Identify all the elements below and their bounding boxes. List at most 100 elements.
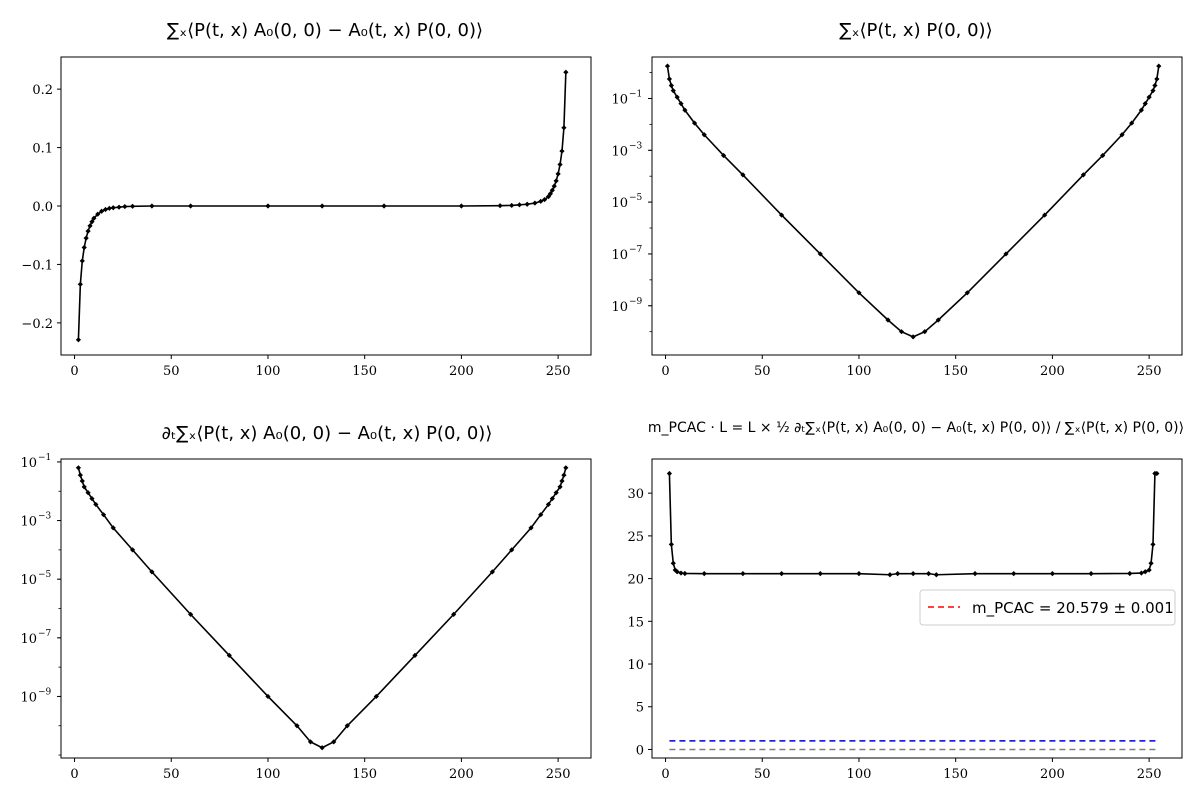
data-point (85, 228, 91, 234)
y-tick-label: 10 (611, 92, 628, 107)
data-point (545, 501, 552, 508)
data-point (885, 317, 891, 323)
data-point (817, 571, 823, 577)
data-point (538, 512, 544, 518)
data-point (412, 652, 418, 659)
y-tick-exponent: −5 (629, 193, 643, 203)
panel-bottom-right: 0 50 100 150 200 250 0 5 10 15 20 25 30 m_PCAC = 20.5… (627, 458, 1183, 782)
data-point (319, 745, 325, 751)
y-tick-exponent: −1 (38, 453, 51, 463)
data-point (668, 82, 674, 89)
data-point (1146, 94, 1152, 100)
title-text-panel-4: m_PCAC · L = L × ½ ∂ₜ∑ₓ⟨P(t, x) A₀(0, 0)… (648, 420, 1184, 436)
data-point (910, 334, 916, 340)
data-point (668, 541, 674, 548)
data-point (720, 152, 727, 159)
data-point (110, 205, 116, 211)
data-point (964, 290, 970, 296)
x-tick-label: 250 (546, 767, 571, 782)
title-panel-1: ∑ₓ⟨P(t, x) A₀(0, 0) − A₀(t, x) P(0, 0)⟩ (167, 20, 483, 41)
data-point (563, 69, 569, 75)
legend: m_PCAC = 20.579 ± 0.001 (919, 589, 1176, 626)
panel-top-left: 0 50 100 150 200 250 −0.2 −0.1 0.0 0.1 0.2 (21, 56, 592, 379)
legend-box (919, 589, 1176, 626)
data-point (682, 107, 688, 113)
data-point (682, 570, 688, 577)
data-point (122, 203, 128, 210)
y-tick-exponent: −3 (629, 141, 643, 151)
plot-area (666, 470, 1160, 751)
axes-frame (651, 458, 1183, 759)
data-point (701, 571, 707, 577)
title-panel-2: ∑ₓ⟨P(t, x) P(0, 0)⟩ (839, 20, 992, 41)
plot-area (75, 69, 569, 343)
y-tick-label: −0.1 (21, 258, 53, 273)
axes-frame (651, 56, 1183, 356)
data-point (1146, 567, 1152, 573)
data-point (81, 244, 87, 251)
y-tick-label: 0.0 (32, 200, 53, 215)
y-tick-label: 10 (611, 248, 628, 263)
data-point (95, 211, 101, 217)
data-point (1142, 101, 1148, 107)
data-point (887, 572, 893, 578)
plot-area (75, 465, 569, 751)
data-point (926, 571, 932, 577)
x-tick-label: 150 (352, 767, 377, 782)
data-point (524, 201, 530, 207)
data-point (1154, 470, 1160, 477)
data-point (547, 191, 553, 197)
data-point (1042, 212, 1048, 218)
data-point (497, 203, 503, 209)
x-tick-label: 0 (70, 364, 78, 379)
x-tick-label: 100 (847, 364, 872, 379)
data-point (509, 547, 515, 553)
y-tick-label: 0.2 (32, 83, 53, 98)
data-point (563, 465, 569, 471)
x-tick-label: 50 (754, 364, 771, 379)
data-point (553, 178, 559, 184)
data-point (701, 132, 707, 138)
data-point (294, 723, 300, 729)
data-point (670, 88, 676, 94)
data-point (1142, 569, 1148, 575)
data-point (331, 739, 337, 745)
data-point (81, 484, 87, 490)
data-point (1100, 152, 1106, 159)
y-tick-exponent: −1 (629, 89, 642, 99)
data-point (674, 569, 680, 575)
data-point (77, 472, 83, 478)
x-tick-label: 100 (256, 364, 281, 379)
x-tick-label: 250 (1137, 767, 1162, 782)
data-point (549, 187, 555, 193)
data-point (856, 290, 862, 296)
data-point (1138, 107, 1144, 113)
data-point (373, 693, 379, 700)
y-tick-label: 10 (611, 300, 628, 315)
y-tick-exponent: −9 (629, 297, 643, 307)
y-tick-label: 0.1 (32, 142, 53, 157)
data-point (344, 723, 350, 729)
data-point (1152, 82, 1158, 89)
y-tick-label: −0.2 (21, 317, 53, 332)
series-line (77, 72, 567, 340)
data-point (895, 571, 901, 577)
data-point (532, 200, 538, 206)
data-point (933, 572, 939, 578)
x-tick-label: 250 (1137, 364, 1162, 379)
data-point (75, 337, 82, 343)
data-point (538, 198, 544, 204)
legend-label: m_PCAC = 20.579 ± 0.001 (972, 599, 1174, 618)
data-point (561, 472, 567, 478)
y-tick-exponent: −7 (629, 245, 643, 255)
y-tick-label: 10 (627, 658, 644, 673)
data-point (265, 203, 271, 209)
data-point (666, 76, 673, 82)
data-point (549, 495, 555, 502)
data-point (1150, 88, 1156, 94)
data-point (187, 203, 194, 209)
data-point (100, 512, 107, 518)
data-point (670, 560, 676, 566)
data-point (678, 101, 684, 107)
data-point (551, 183, 557, 189)
